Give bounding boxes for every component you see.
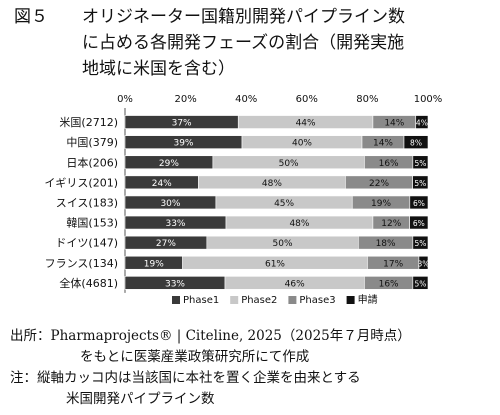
data-label: 18% [376,239,396,249]
data-label: 5% [414,239,426,248]
footnote-cont: 米国開発パイプライン数 [66,391,215,407]
legend-swatch [230,296,239,304]
data-label: 45% [274,199,294,209]
bar-segment [412,175,429,190]
data-label: 37% [172,119,192,129]
data-label: 6% [413,219,425,228]
data-label: 6% [413,199,425,208]
x-tick-label: 40% [235,94,257,105]
data-label: 46% [285,279,305,289]
data-label: 44% [296,119,316,129]
category-label: スイス(183) [56,196,118,209]
data-label: 61% [265,259,285,269]
data-label: 17% [383,259,403,269]
data-label: 12% [381,219,401,229]
x-tick-label: 20% [174,94,196,105]
data-label: 14% [373,139,393,149]
x-tick-label: 60% [296,94,318,105]
source-note: 出所：Pharmaprojects® | Citeline, 2025（2025… [10,328,411,344]
footnote: 注：縦軸カッコ内は当該国に本社を置く企業を由来とする [10,370,361,386]
data-label: 5% [414,279,426,288]
data-label: 50% [273,239,293,249]
data-label: 19% [371,199,391,209]
legend-label: 申請 [358,293,378,306]
legend-label: Phase2 [241,295,277,306]
x-tick-label: 100% [414,94,443,105]
bar-segment [409,195,429,210]
category-label: 全体(4681) [59,276,118,290]
data-label: 30% [160,199,180,209]
data-label: 39% [173,139,193,149]
data-label: 22% [369,179,389,189]
x-tick-label: 80% [356,94,378,105]
category-label: 中国(379) [66,136,118,149]
data-label: 33% [165,219,185,229]
title-line-1: 図５ オリジネーター国籍別開発パイプライン数 [14,4,494,30]
title-line-2: に占める各開発フェーズの割合（開発実施 [82,33,405,53]
title-line-3: 地域に米国を含む） [82,59,235,79]
figure-label: 図５ [14,7,48,27]
legend-label: Phase3 [299,295,335,306]
category-label: 韓国(153) [66,217,118,230]
data-label: 40% [292,139,312,149]
x-tick-label: 0% [117,94,133,105]
bar-segment [412,155,429,170]
data-label: 5% [414,179,426,188]
data-label: 5% [414,159,426,168]
chart-title: 図５ オリジネーター国籍別開発パイプライン数 に占める各開発フェーズの割合（開発実… [14,4,494,82]
category-label: イギリス(201) [44,176,118,189]
data-label: 4% [416,119,428,128]
category-label: 米国(2712) [59,116,118,129]
data-label: 48% [262,179,282,189]
data-label: 29% [159,159,179,169]
data-label: 16% [379,159,399,169]
data-label: 24% [152,179,172,189]
bar-segment [412,276,429,290]
data-label: 19% [144,259,164,269]
data-label: 16% [379,279,399,289]
bar-segment [403,135,429,149]
data-label: 14% [384,119,404,129]
category-label: ドイツ(147) [55,237,118,250]
bar-segment [418,255,429,270]
source-note-cont: をもとに医薬産業政策研究所にて作成 [80,349,310,365]
data-label: 50% [279,159,299,169]
footnotes: 出所：Pharmaprojects® | Citeline, 2025（2025… [10,326,496,410]
data-label: 3% [418,259,430,268]
data-label: 33% [165,279,185,289]
stacked-bar-chart: 0% 20% 40% 60% 80% 100% 米国(2712) 37% 44% 14% 4% 中国(… [44,94,443,306]
category-label: フランス(134) [45,257,118,270]
bar-segment [415,115,429,129]
legend-label: Phase1 [183,295,219,306]
data-label: 27% [156,239,176,249]
data-label: 8% [410,139,422,148]
bar-segment [412,235,429,250]
bar-segment [409,215,429,230]
legend-swatch [288,296,297,304]
legend-swatch [172,296,180,304]
legend-swatch [346,296,355,304]
category-label: 日本(206) [66,155,118,169]
data-label: 48% [289,219,309,229]
